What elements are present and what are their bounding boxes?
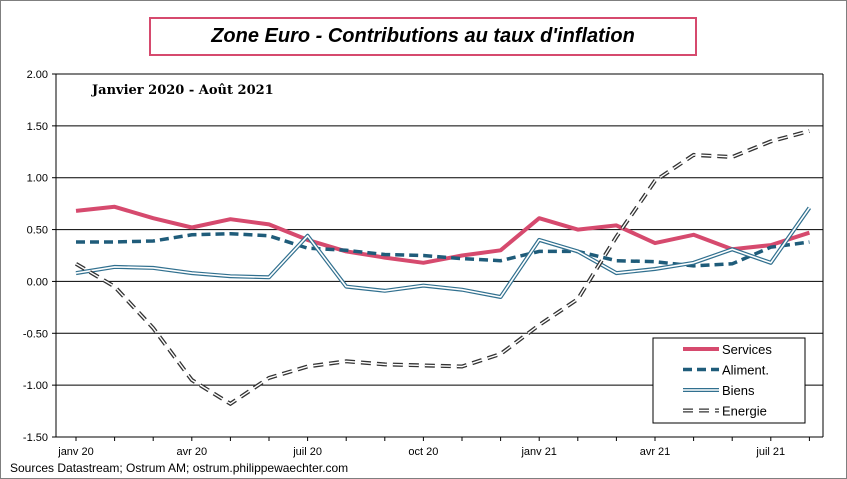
- axes: 2.00 1.50 1.00 0.50 0.00 -0.50 -1.00 -1.50 janv …: [23, 69, 824, 458]
- series-line-inner: [75, 207, 811, 298]
- legend-box: [652, 337, 806, 424]
- series-line-inner: [75, 130, 810, 405]
- y-tick-label: 2.00: [27, 69, 48, 81]
- x-tick-label: juil 21: [755, 446, 785, 458]
- legend-item: Energie: [683, 404, 767, 419]
- legend-label: Energie: [722, 404, 767, 419]
- y-tick-label: 1.50: [27, 121, 48, 133]
- x-tick-label: oct 20: [408, 446, 438, 458]
- y-tick-label: -0.50: [23, 328, 48, 340]
- y-tick-label: 1.00: [27, 173, 48, 185]
- x-tick-label: avr 21: [640, 446, 671, 458]
- chart-title: Zone Euro - Contributions au taux d'infl…: [211, 25, 635, 47]
- x-tick-label: janv 21: [520, 446, 556, 458]
- legend-label: Services: [722, 342, 772, 357]
- source-note: Sources Datastream; Ostrum AM; ostrum.ph…: [10, 461, 349, 475]
- series-lines: [74, 129, 812, 407]
- chart-subtitle: Janvier 2020 - Août 2021: [91, 83, 274, 98]
- series-line-outer: [75, 206, 812, 299]
- series-energie: [74, 129, 810, 407]
- y-tick-label: 0.50: [27, 225, 48, 237]
- chart-title-box: Zone Euro - Contributions au taux d'infl…: [149, 17, 697, 56]
- legend-label: Biens: [722, 383, 755, 398]
- legend-label: Aliment.: [722, 363, 769, 378]
- y-tick-label: 0.00: [27, 276, 48, 288]
- legend-item: Aliment.: [683, 363, 769, 378]
- series-line: [75, 204, 811, 265]
- y-tick-label: -1.00: [23, 380, 48, 392]
- legend: Services Aliment. Biens Energie: [652, 337, 806, 424]
- x-tick-label: juil 20: [292, 446, 322, 458]
- x-tick-label: janv 20: [57, 446, 93, 458]
- x-tick-label: avr 20: [177, 446, 208, 458]
- series-services: [75, 204, 811, 265]
- legend-item: Services: [683, 342, 772, 357]
- y-tick-label: -1.50: [23, 432, 48, 444]
- legend-item: Biens: [683, 383, 755, 398]
- series-biens: [75, 206, 812, 299]
